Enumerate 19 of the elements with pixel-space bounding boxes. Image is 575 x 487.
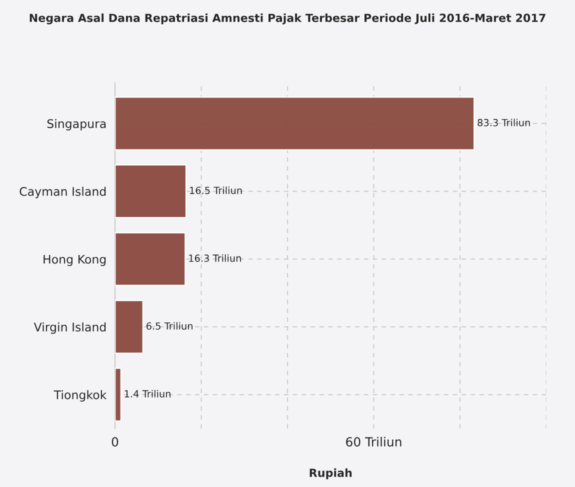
data-label: 6.5 Triliun xyxy=(146,322,192,330)
y-tick-label: Tiongkok xyxy=(54,390,107,402)
bar xyxy=(115,300,144,354)
data-label: 16.5 Triliun xyxy=(190,186,242,194)
y-tick-label: Hong Kong xyxy=(44,254,106,266)
data-label: 83.3 Triliun xyxy=(478,118,530,126)
bar xyxy=(115,368,122,422)
y-tick-label: Cayman Island xyxy=(20,186,106,198)
bar xyxy=(115,164,187,218)
x-tick-label: 0 xyxy=(112,437,118,447)
chart-title: Negara Asal Dana Repatriasi Amnesti Pajak Terbesar Periode Juli 2016-Maret 2017 xyxy=(30,13,546,24)
x-tick-label: 60 Triliun xyxy=(346,436,402,447)
y-tick-label: Singapura xyxy=(47,118,106,130)
x-axis-title: Rupiah xyxy=(310,468,352,480)
data-label: 1.4 Triliun xyxy=(124,390,170,398)
data-label: 16.3 Triliun xyxy=(189,254,241,262)
bar xyxy=(115,232,186,286)
y-tick-label: Virgin Island xyxy=(34,322,106,334)
bar xyxy=(115,96,475,151)
